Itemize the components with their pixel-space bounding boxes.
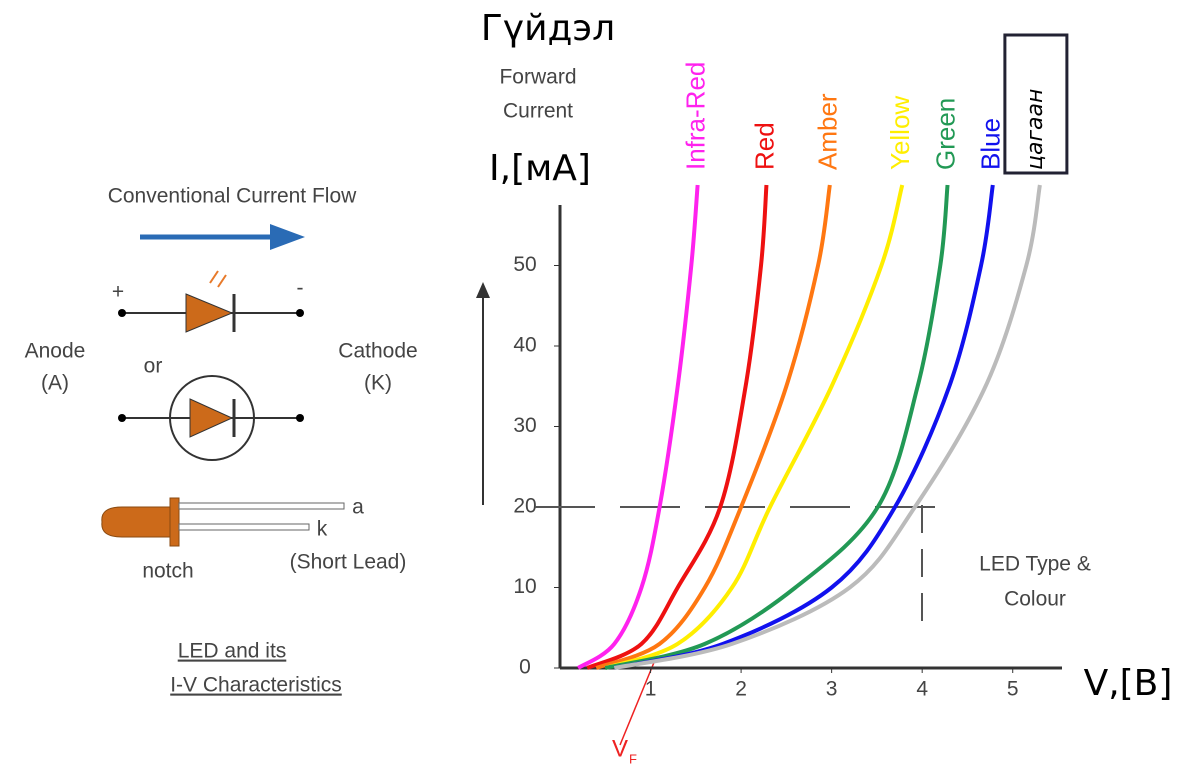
caption: I-V Characteristics — [170, 674, 342, 697]
y-subtitle: Current — [503, 100, 573, 123]
x-label: V,[В] — [1084, 663, 1173, 704]
annotation: Colour — [1004, 588, 1066, 611]
flow-label: Conventional Current Flow — [108, 185, 357, 208]
curve — [604, 184, 905, 670]
anode: (A) — [41, 372, 69, 395]
curve — [604, 184, 950, 670]
terminal — [296, 414, 304, 422]
notch: notch — [142, 560, 193, 583]
y-label: I,[мА] — [489, 148, 591, 189]
terminal — [296, 309, 304, 317]
lead-k — [178, 523, 310, 531]
curve — [613, 184, 995, 670]
y-title: Гүйдэл — [481, 8, 615, 49]
y-tick-label: 30 — [513, 414, 536, 437]
x-tick-label: 3 — [826, 678, 838, 701]
curve — [613, 184, 1042, 670]
y-tick-label: 0 — [519, 656, 531, 679]
minus: - — [297, 277, 304, 300]
short-lead: (Short Lead) — [290, 551, 407, 574]
anode: Anode — [25, 340, 86, 363]
light-rays — [209, 270, 243, 406]
lead-a — [178, 502, 345, 510]
series-label: Red — [749, 122, 779, 170]
plus: + — [112, 281, 124, 304]
caption: LED and its — [178, 640, 287, 663]
series-label: Infra-Red — [681, 62, 711, 170]
or: or — [144, 355, 163, 378]
led-flange — [169, 497, 180, 547]
terminal — [118, 309, 126, 317]
cathode: (K) — [364, 372, 392, 395]
x-tick-label: 4 — [916, 678, 928, 701]
x-tick-label: 1 — [645, 678, 657, 701]
cathode: Cathode — [338, 340, 417, 363]
diode — [189, 398, 234, 438]
curve — [586, 184, 769, 670]
vf-label-sub: F — [629, 751, 637, 766]
led-diagram: Conventional Current Flow + - Anode (A) … — [25, 185, 418, 697]
annotation: LED Type & — [979, 553, 1091, 576]
series-label: Blue — [976, 118, 1006, 170]
series-label: Amber — [813, 93, 843, 170]
vf-pointer — [619, 659, 656, 746]
led-body — [101, 506, 176, 538]
y-arrow-head — [476, 282, 490, 298]
x-tick-label: 5 — [1007, 678, 1019, 701]
curve — [595, 184, 832, 670]
x-tick-label: 2 — [735, 678, 747, 701]
series-label: Yellow — [885, 96, 915, 170]
series-label: Green — [930, 98, 960, 170]
label-box — [1003, 33, 1069, 175]
curve — [577, 184, 700, 670]
terminal — [118, 414, 126, 422]
series-label: цагаан — [1023, 89, 1048, 170]
y-tick-label: 20 — [513, 495, 536, 518]
diode — [185, 293, 234, 333]
lead-k-label: k — [317, 518, 328, 541]
lead-a-label: a — [352, 496, 364, 519]
flow-arrow-head — [270, 224, 305, 250]
vf-label: V — [612, 735, 628, 762]
y-subtitle: Forward — [499, 66, 576, 89]
y-tick-label: 50 — [513, 253, 536, 276]
y-tick-label: 40 — [513, 334, 536, 357]
y-tick-label: 10 — [513, 575, 536, 598]
